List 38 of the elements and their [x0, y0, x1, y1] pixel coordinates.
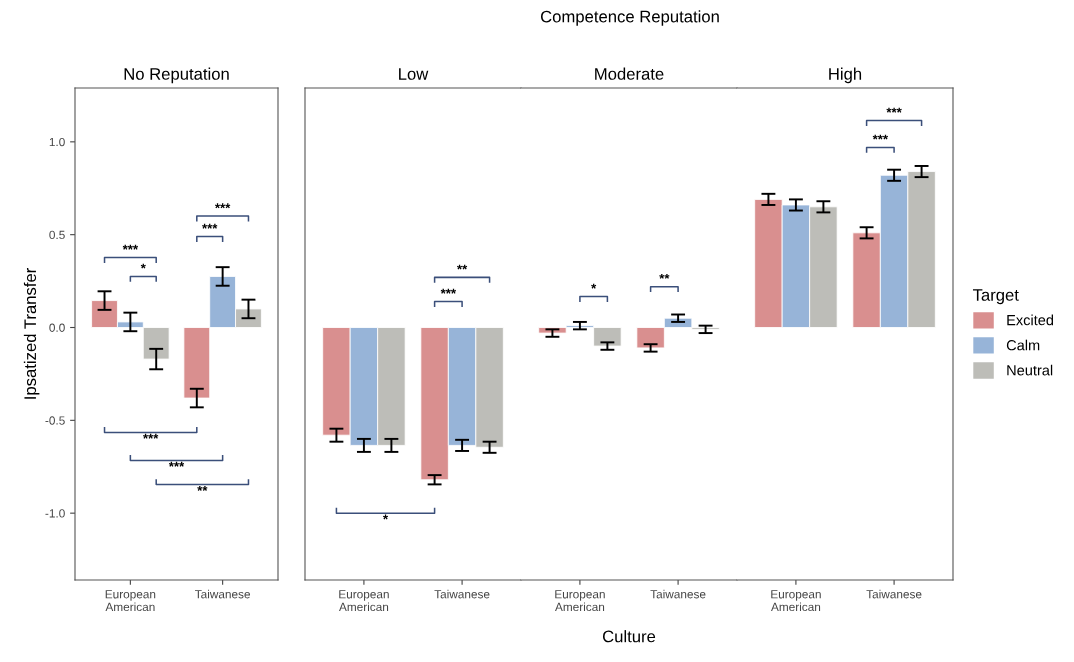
y-tick-label: -1.0 — [45, 509, 65, 518]
text: Competence Reputation — [540, 10, 719, 26]
annotation: *** — [440, 288, 457, 294]
chart-title: Low — [399, 68, 429, 80]
chart-title: Moderate — [595, 67, 664, 80]
x-axis-title: Culture — [602, 630, 656, 643]
legend-label: Excited — [1007, 314, 1054, 326]
y-tick-label: 1.0 — [49, 137, 65, 147]
legend-title: Target — [972, 289, 1019, 305]
chart-title: High — [829, 67, 862, 84]
y-tick-label: -0.5 — [45, 416, 65, 425]
legend-label: Calm — [1006, 339, 1040, 351]
annotation: * — [591, 283, 597, 289]
x-tick-label: European American — [555, 590, 605, 612]
x-tick-label: European American — [771, 590, 821, 612]
annotation: *** — [202, 223, 218, 229]
x-tick-label: European American — [339, 590, 389, 612]
x-tick-label: Taiwanese — [650, 589, 706, 599]
annotation: *** — [872, 134, 889, 140]
annotation: * — [140, 263, 146, 269]
x-tick-label: Taiwanese — [434, 589, 490, 599]
annotation: ** — [456, 264, 468, 270]
y-axis-title: Ipsatized Transfer — [23, 268, 40, 399]
annotation: *** — [143, 433, 159, 439]
annotation: *** — [122, 244, 139, 250]
annotation: *** — [214, 203, 231, 209]
annotation: ** — [659, 273, 670, 279]
annotation: * — [382, 514, 389, 520]
legend-label: Neutral — [1007, 364, 1053, 376]
y-tick-label: 0.0 — [49, 323, 65, 332]
y-tick-label: 0.5 — [49, 230, 65, 240]
chart-title: No Reputation — [124, 67, 229, 84]
annotation: ** — [197, 485, 208, 491]
x-tick-label: Taiwanese — [195, 589, 250, 599]
x-tick-label: European American — [105, 590, 156, 612]
annotation: *** — [168, 461, 185, 467]
annotation: *** — [886, 107, 902, 113]
x-tick-label: Taiwanese — [866, 589, 922, 599]
